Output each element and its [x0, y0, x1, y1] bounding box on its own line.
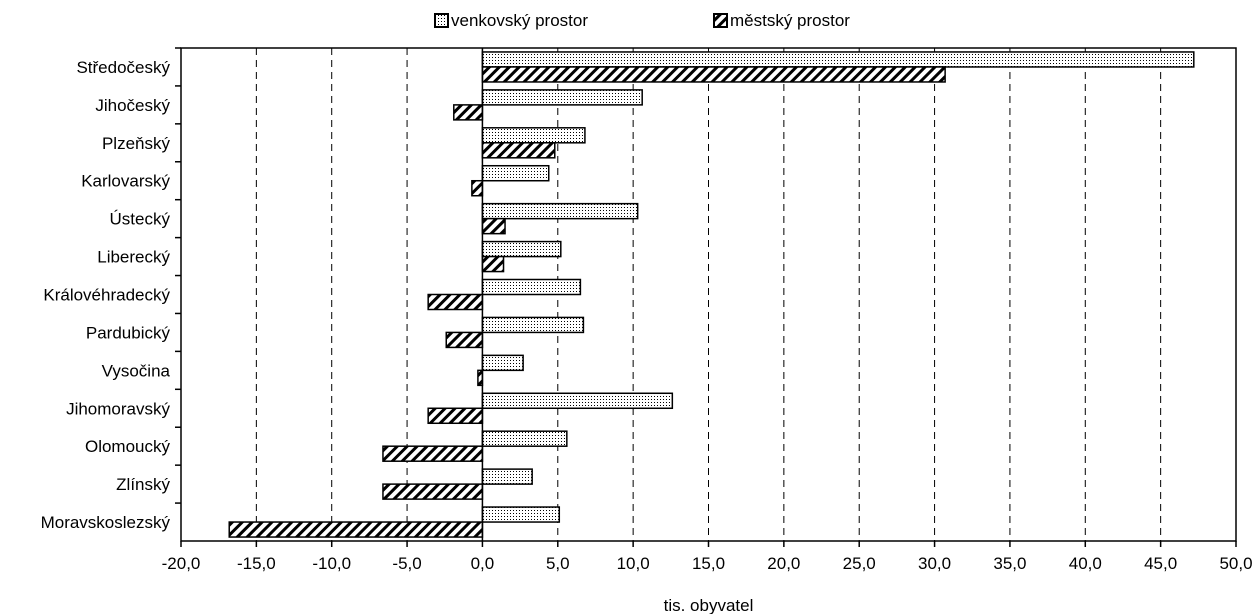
bar-mestsky — [453, 104, 484, 121]
x-tick-label: 35,0 — [993, 554, 1026, 573]
legend: venkovský prostor městský prostor — [434, 11, 850, 30]
bar-mestsky — [445, 331, 484, 349]
gridlines — [255, 48, 1162, 541]
legend-swatch-venkovsky — [434, 13, 449, 28]
bar-venkovsky — [481, 240, 562, 258]
bar-mestsky — [471, 179, 484, 197]
category-label: Ústecký — [110, 210, 171, 229]
category-label: Středočeský — [76, 58, 170, 77]
x-tick-label: 0,0 — [471, 554, 495, 573]
x-axis-label: tis. obyvatel — [664, 596, 754, 614]
legend-label-venkovsky: venkovský prostor — [451, 11, 588, 30]
x-axis-ticks: -20,0 -15,0 -10,0 -5,0 0,0 5,0 10,0 15,0 20,0 25,… — [162, 541, 1253, 573]
bar-venkovsky — [481, 127, 586, 144]
bars — [228, 48, 1195, 541]
bar-mestsky — [427, 293, 484, 311]
x-tick-label: 20,0 — [767, 554, 800, 573]
x-tick-label: 10,0 — [617, 554, 650, 573]
category-label: Královéhradecký — [43, 286, 170, 305]
legend-swatch-mestsky — [713, 13, 728, 28]
bar-venkovsky — [481, 202, 639, 220]
category-label: Moravskoslezský — [41, 513, 171, 532]
bar-mestsky — [481, 66, 946, 83]
bar-venkovsky — [481, 89, 643, 106]
bar-mestsky — [427, 407, 484, 425]
x-tick-label: 40,0 — [1069, 554, 1102, 573]
x-tick-label: 45,0 — [1144, 554, 1177, 573]
bar-mestsky — [481, 142, 556, 159]
bar-mestsky — [481, 255, 505, 273]
category-label: Pardubický — [86, 323, 171, 342]
bar-venkovsky — [481, 468, 533, 485]
x-tick-label: -5,0 — [392, 554, 421, 573]
category-label: Jihomoravský — [66, 399, 170, 418]
bar-mestsky — [382, 445, 484, 462]
category-label: Jihočeský — [95, 96, 170, 115]
bar-venkovsky — [481, 51, 1195, 68]
category-labels: Středočeský Jihočeský Plzeňský Karlovarský Ú… — [41, 47, 181, 532]
category-label: Zlínský — [116, 475, 170, 494]
x-tick-label: -15,0 — [237, 554, 276, 573]
x-tick-label: 30,0 — [918, 554, 951, 573]
category-label: Vysočina — [102, 361, 171, 380]
category-label: Olomoucký — [85, 437, 171, 456]
category-label: Liberecký — [97, 248, 170, 267]
x-tick-label: 15,0 — [692, 554, 725, 573]
bar-mestsky — [481, 217, 506, 235]
bar-venkovsky — [481, 164, 550, 182]
x-tick-label: 5,0 — [546, 554, 570, 573]
bar-venkovsky — [481, 392, 674, 410]
bar-venkovsky — [481, 354, 524, 372]
bar-venkovsky — [481, 278, 582, 296]
category-label: Karlovarský — [81, 172, 170, 191]
bar-mestsky — [228, 521, 484, 538]
bar-mestsky — [382, 483, 484, 500]
x-tick-label: 50,0 — [1219, 554, 1252, 573]
legend-label-mestsky: městský prostor — [730, 11, 850, 30]
x-tick-label: -20,0 — [162, 554, 201, 573]
bar-venkovsky — [481, 506, 561, 523]
category-label: Plzeňský — [102, 134, 171, 153]
bar-venkovsky — [481, 316, 585, 334]
x-tick-label: 25,0 — [843, 554, 876, 573]
x-tick-label: -10,0 — [312, 554, 351, 573]
bar-venkovsky — [481, 430, 568, 447]
